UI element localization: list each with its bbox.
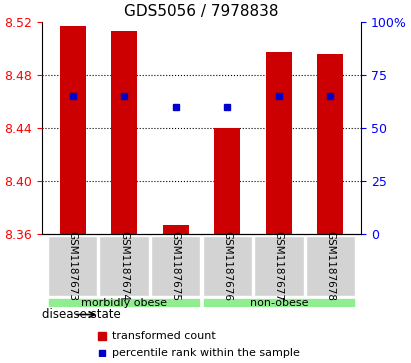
- Bar: [60, 26, 85, 234]
- Text: non-obese: non-obese: [249, 298, 308, 307]
- Text: morbidly obese: morbidly obese: [81, 298, 167, 307]
- FancyBboxPatch shape: [306, 236, 355, 296]
- FancyBboxPatch shape: [48, 236, 97, 296]
- Bar: [215, 128, 240, 234]
- Text: transformed count: transformed count: [112, 331, 216, 342]
- FancyBboxPatch shape: [254, 236, 304, 296]
- Text: GSM1187673: GSM1187673: [68, 231, 78, 301]
- Text: disease state: disease state: [42, 308, 120, 321]
- Bar: [111, 31, 137, 234]
- FancyBboxPatch shape: [203, 298, 355, 307]
- Text: GSM1187678: GSM1187678: [326, 231, 335, 301]
- Text: GSM1187676: GSM1187676: [222, 231, 232, 301]
- Text: GSM1187675: GSM1187675: [171, 231, 181, 301]
- FancyBboxPatch shape: [99, 236, 149, 296]
- FancyBboxPatch shape: [151, 236, 201, 296]
- Text: percentile rank within the sample: percentile rank within the sample: [112, 348, 300, 358]
- FancyBboxPatch shape: [203, 236, 252, 296]
- Text: GSM1187674: GSM1187674: [119, 231, 129, 301]
- Bar: [266, 52, 292, 234]
- Text: GSM1187677: GSM1187677: [274, 231, 284, 301]
- Bar: [163, 225, 189, 234]
- FancyBboxPatch shape: [48, 298, 201, 307]
- Bar: [317, 54, 343, 234]
- Title: GDS5056 / 7978838: GDS5056 / 7978838: [124, 4, 279, 19]
